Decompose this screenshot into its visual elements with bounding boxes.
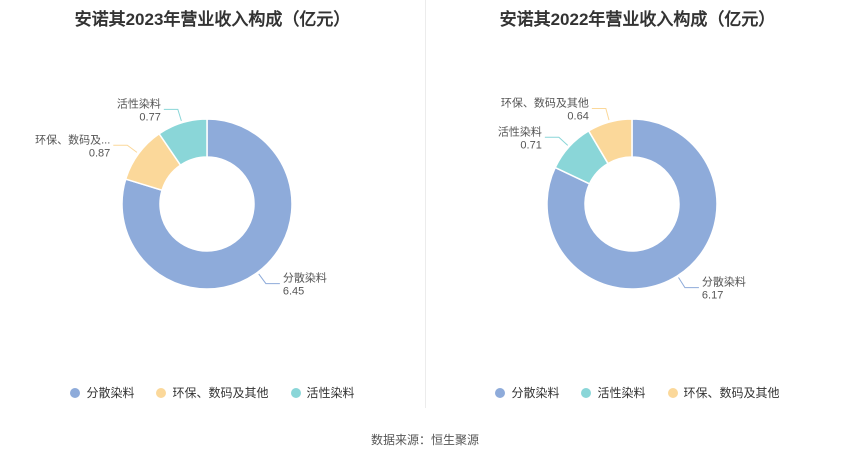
legend-item[interactable]: 分散染料 [495,384,559,401]
slice-name-label: 分散染料 [702,275,746,289]
legend-marker [70,387,81,398]
legend-label: 活性染料 [597,386,646,400]
legend-marker [581,387,592,398]
label-leader-line [163,108,182,122]
slice-name-label: 活性染料 [117,96,161,110]
chart-title: 安诺其2022年营业收入构成（亿元） [499,10,776,29]
legend-marker [156,387,167,398]
slice-value-label: 6.45 [283,286,304,298]
legend-item[interactable]: 活性染料 [581,384,646,401]
pie-slice-0[interactable] [546,118,718,290]
label-leader-line [591,108,610,121]
pie-slice-2[interactable] [587,118,633,165]
legend-label: 分散染料 [86,386,135,400]
pie-slice-0[interactable] [121,118,293,290]
slice-value-label: 0.87 [89,147,110,159]
label-leader-line [544,136,569,146]
slice-name-label: 环保、数码及... [35,132,110,146]
legend-marker [667,387,678,398]
slice-name-label: 活性染料 [498,124,542,138]
legend-item[interactable]: 环保、数码及其他 [667,384,780,401]
chart-panel-2022: 安诺其2022年营业收入构成（亿元） 分散染料 6.17 活性染料 0.71 环保、数码… [425,0,850,420]
label-leader-line [258,273,280,285]
data-source-note: 数据来源：恒生聚源 [370,433,479,447]
legend-item[interactable]: 活性染料 [290,384,355,401]
label-leader-line [678,277,699,289]
pie-slice-2[interactable] [158,118,208,167]
chart-panel-2023: 安诺其2023年营业收入构成（亿元） 分散染料 6.45 环保、数码及... 0.87… [0,0,425,420]
legend-label: 分散染料 [511,386,560,400]
panel-divider [425,0,426,408]
legend-marker [290,387,301,398]
legend-item[interactable]: 分散染料 [70,384,134,401]
legend-marker [495,387,506,398]
legend-label: 活性染料 [306,386,355,400]
chart-legend: 分散染料 环保、数码及其他 活性染料 [0,384,425,401]
slice-value-label: 0.77 [139,111,160,123]
chart-title: 安诺其2023年营业收入构成（亿元） [74,10,351,29]
slice-name-label: 分散染料 [283,271,327,285]
legend-label: 环保、数码及其他 [683,386,780,400]
slice-value-label: 6.17 [702,290,723,302]
legend-label: 环保、数码及其他 [172,386,269,400]
label-leader-line [113,144,138,153]
slice-name-label: 环保、数码及其他 [501,96,589,110]
chart-legend: 分散染料 活性染料 环保、数码及其他 [425,384,850,401]
slice-value-label: 0.71 [520,139,541,151]
slice-value-label: 0.64 [567,111,588,123]
legend-item[interactable]: 环保、数码及其他 [156,384,269,401]
